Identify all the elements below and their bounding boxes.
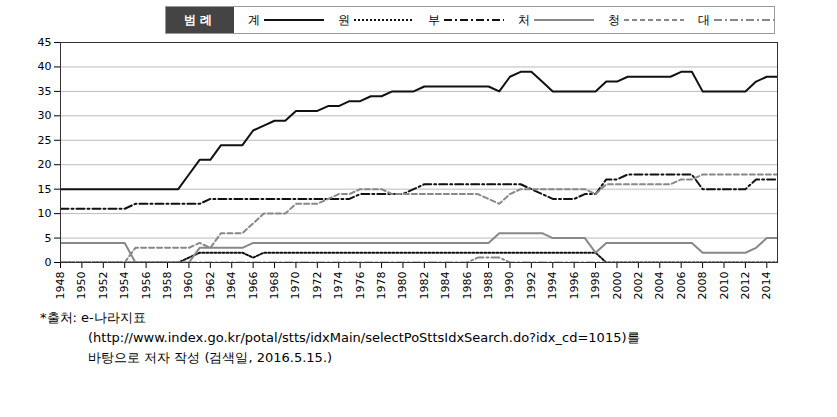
svg-text:2010: 2010: [718, 272, 731, 300]
svg-text:1970: 1970: [289, 272, 302, 300]
svg-text:2004: 2004: [653, 272, 666, 300]
svg-text:1974: 1974: [332, 272, 345, 300]
svg-text:30: 30: [38, 109, 52, 122]
svg-text:2002: 2002: [632, 272, 645, 300]
svg-text:1966: 1966: [247, 272, 260, 300]
svg-text:1978: 1978: [375, 272, 388, 300]
svg-text:1962: 1962: [204, 272, 217, 300]
svg-text:1976: 1976: [354, 272, 367, 300]
html-text:바탕으로 저자 작성 (검색일, 2016.5.15.): 바탕으로 저자 작성 (검색일, 2016.5.15.): [88, 350, 333, 366]
svg-text:15: 15: [38, 183, 52, 196]
svg-text:1958: 1958: [161, 272, 174, 300]
html-text:계: 계: [248, 12, 260, 27]
svg-text:1950: 1950: [75, 272, 88, 300]
svg-text:25: 25: [38, 134, 52, 147]
svg-text:1972: 1972: [311, 272, 324, 300]
svg-text:1968: 1968: [268, 272, 281, 300]
svg-text:1986: 1986: [461, 272, 474, 300]
svg-text:1990: 1990: [503, 272, 516, 300]
html-text:원: 원: [338, 12, 350, 27]
svg-text:1982: 1982: [418, 272, 431, 300]
html-text:대: 대: [698, 12, 710, 27]
svg-text:1954: 1954: [118, 272, 131, 300]
svg-text:5: 5: [45, 232, 52, 245]
svg-text:1998: 1998: [589, 272, 602, 300]
svg-text:1956: 1956: [140, 272, 153, 300]
svg-text:1994: 1994: [546, 272, 559, 300]
svg-text:40: 40: [38, 60, 52, 73]
svg-text:1948: 1948: [54, 272, 67, 300]
html-text:(http://www.index.go.kr/potal/: (http://www.index.go.kr/potal/stts/idxMa…: [88, 330, 640, 346]
html-text:처: 처: [518, 12, 530, 27]
svg-text:1988: 1988: [482, 272, 495, 300]
svg-text:2000: 2000: [610, 272, 623, 300]
svg-text:1984: 1984: [439, 272, 452, 300]
svg-text:1992: 1992: [525, 272, 538, 300]
html-text:*출처: e-나라지표: *출처: e-나라지표: [40, 310, 146, 325]
svg-text:45: 45: [38, 36, 52, 49]
svg-text:1980: 1980: [396, 272, 409, 300]
svg-text:1960: 1960: [182, 272, 195, 300]
html-text:청: 청: [608, 12, 620, 27]
svg-text:2008: 2008: [696, 272, 709, 300]
svg-text:10: 10: [38, 207, 52, 220]
html-text:범례: 범례: [184, 12, 216, 27]
svg-text:0: 0: [45, 256, 52, 269]
svg-text:20: 20: [38, 158, 52, 171]
svg-text:35: 35: [38, 85, 52, 98]
svg-text:1964: 1964: [225, 272, 238, 300]
html-text:부: 부: [428, 12, 440, 27]
svg-text:1996: 1996: [568, 272, 581, 300]
svg-text:2014: 2014: [760, 272, 773, 300]
svg-text:2012: 2012: [739, 272, 752, 300]
svg-text:2006: 2006: [675, 272, 688, 300]
svg-text:1952: 1952: [97, 272, 110, 300]
